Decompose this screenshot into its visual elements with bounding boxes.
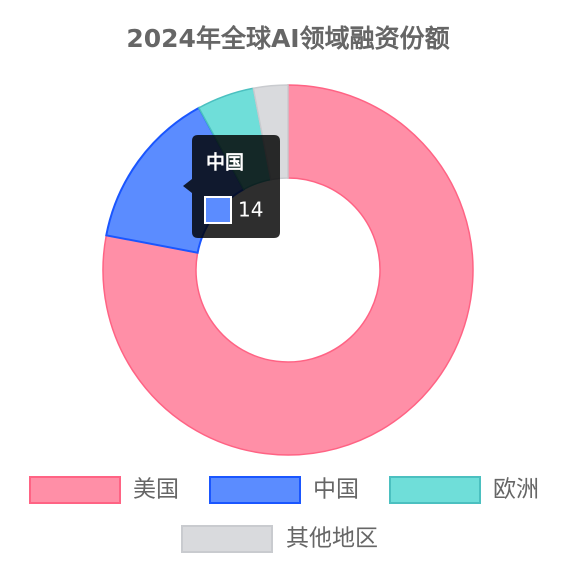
slice (102, 84, 474, 456)
legend-label: 中国 (313, 477, 359, 503)
tooltip-swatch (204, 196, 232, 224)
tooltip: 中国 14 (183, 135, 280, 238)
legend-swatch (181, 525, 273, 553)
tooltip-value: 14 (238, 198, 263, 222)
legend-swatch (389, 476, 481, 504)
legend-label: 欧洲 (493, 477, 539, 503)
chart-title: 2024年全球AI领域融资份额 (126, 24, 449, 53)
legend-swatch (29, 476, 121, 504)
legend-label: 美国 (133, 477, 179, 503)
legend-swatch (209, 476, 301, 504)
legend-label: 其他地区 (286, 526, 378, 552)
tooltip-title: 中国 (206, 151, 244, 174)
